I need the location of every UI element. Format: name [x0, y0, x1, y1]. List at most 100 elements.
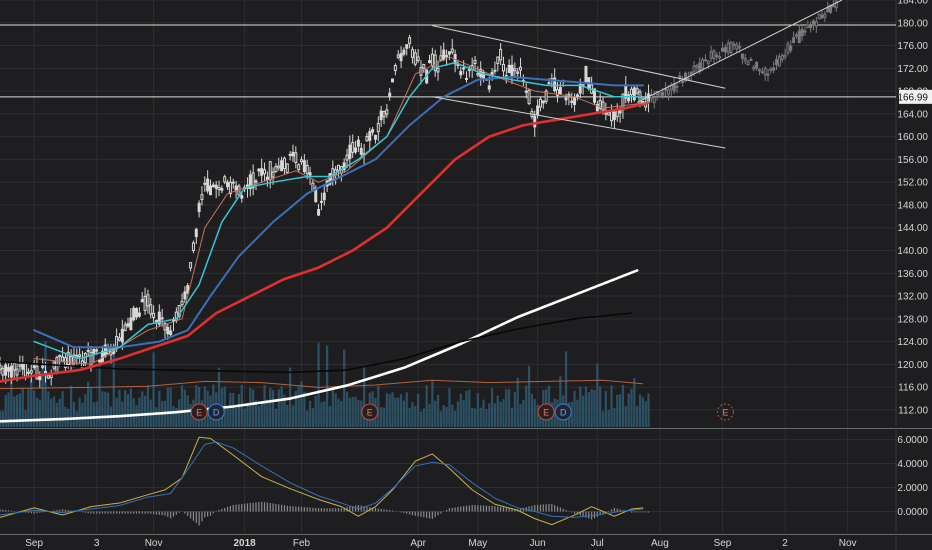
candle[interactable] — [422, 63, 426, 69]
projection-candle[interactable] — [834, 0, 838, 9]
candle[interactable] — [166, 326, 170, 335]
candle[interactable] — [240, 195, 244, 199]
candle[interactable] — [573, 97, 577, 105]
candle[interactable] — [9, 365, 13, 378]
projection-candle[interactable] — [783, 54, 787, 58]
projection-candle[interactable] — [675, 85, 679, 88]
candle[interactable] — [408, 37, 412, 44]
candle[interactable] — [140, 299, 144, 303]
candle[interactable] — [95, 349, 99, 352]
earnings-marker[interactable]: E — [537, 403, 555, 421]
candle[interactable] — [348, 144, 352, 159]
candle[interactable] — [541, 100, 545, 104]
projection-candle[interactable] — [752, 66, 756, 70]
candle[interactable] — [21, 362, 25, 370]
candle[interactable] — [493, 69, 497, 72]
candle[interactable] — [416, 56, 420, 61]
projection-candle[interactable] — [701, 59, 705, 69]
candle[interactable] — [607, 112, 611, 116]
candle[interactable] — [197, 202, 201, 213]
projection-candle[interactable] — [738, 46, 742, 49]
candle[interactable] — [268, 161, 272, 181]
candle[interactable] — [308, 172, 312, 176]
candle[interactable] — [464, 77, 468, 80]
candle[interactable] — [647, 93, 651, 103]
forecast-line[interactable] — [636, 0, 843, 103]
candle[interactable] — [257, 168, 261, 172]
candle[interactable] — [533, 115, 537, 128]
candle[interactable] — [214, 184, 218, 189]
ma-black[interactable] — [0, 312, 633, 374]
candle[interactable] — [578, 83, 582, 94]
candle[interactable] — [487, 85, 491, 90]
projection-candle[interactable] — [684, 72, 688, 82]
candle[interactable] — [251, 172, 255, 189]
candle[interactable] — [354, 147, 358, 153]
candle[interactable] — [584, 66, 588, 83]
projection-candle[interactable] — [729, 41, 733, 54]
ma-blue[interactable] — [33, 75, 644, 349]
candle[interactable] — [393, 64, 397, 72]
candle[interactable] — [328, 173, 332, 185]
candle[interactable] — [445, 54, 449, 58]
candle[interactable] — [191, 242, 195, 251]
candle[interactable] — [379, 110, 383, 121]
projection-candle[interactable] — [789, 45, 793, 51]
projection-candle[interactable] — [720, 47, 724, 52]
candle[interactable] — [80, 360, 84, 369]
candle[interactable] — [595, 103, 599, 112]
candle[interactable] — [129, 317, 133, 331]
time-axis[interactable]: Sep 3 Nov 2018 Feb Apr May Jun Jul Aug Sep 2 Nov — [25, 538, 856, 549]
candle[interactable] — [302, 160, 306, 172]
candle[interactable] — [570, 100, 574, 104]
candle[interactable] — [26, 371, 30, 374]
projection-candle[interactable] — [800, 29, 804, 37]
projection-candle[interactable] — [814, 21, 818, 27]
ma-cyan[interactable] — [33, 61, 650, 360]
candle[interactable] — [598, 99, 602, 109]
candle[interactable] — [203, 182, 207, 185]
candle[interactable] — [69, 355, 73, 368]
candle[interactable] — [206, 178, 210, 192]
projection-candle[interactable] — [695, 65, 699, 68]
projection-candle[interactable] — [715, 54, 719, 58]
candle[interactable] — [61, 356, 65, 362]
candle[interactable] — [476, 72, 480, 76]
projection-candle[interactable] — [755, 61, 759, 69]
candle[interactable] — [223, 176, 227, 183]
projection-candle[interactable] — [797, 30, 801, 44]
candle[interactable] — [220, 188, 224, 191]
candle[interactable] — [231, 181, 235, 184]
projection-candle[interactable] — [672, 83, 676, 92]
projection-candle[interactable] — [809, 25, 813, 29]
projection-candle[interactable] — [792, 37, 796, 44]
candle[interactable] — [1, 367, 5, 376]
candle[interactable] — [385, 109, 389, 115]
candle[interactable] — [86, 349, 90, 352]
projection-candle[interactable] — [735, 44, 739, 50]
candle[interactable] — [98, 359, 102, 363]
candle[interactable] — [544, 90, 548, 102]
candle[interactable] — [4, 364, 8, 376]
candle[interactable] — [536, 105, 540, 115]
candle[interactable] — [78, 354, 82, 358]
projection-candle[interactable] — [817, 13, 821, 20]
projection-candle[interactable] — [777, 56, 781, 67]
projection-candle[interactable] — [763, 68, 767, 76]
candle[interactable] — [211, 184, 215, 188]
candle[interactable] — [300, 159, 304, 163]
candle[interactable] — [376, 123, 380, 133]
candle[interactable] — [356, 139, 360, 147]
candle[interactable] — [399, 53, 403, 62]
candle[interactable] — [459, 70, 463, 76]
candle[interactable] — [365, 135, 369, 142]
candle[interactable] — [154, 319, 158, 323]
candle[interactable] — [442, 49, 446, 61]
projection-candle[interactable] — [658, 92, 662, 97]
projection-candle[interactable] — [812, 20, 816, 26]
candle[interactable] — [282, 157, 286, 170]
candle[interactable] — [63, 357, 67, 368]
candle[interactable] — [41, 365, 45, 368]
projection-candle[interactable] — [831, 5, 835, 8]
candle[interactable] — [189, 262, 193, 269]
